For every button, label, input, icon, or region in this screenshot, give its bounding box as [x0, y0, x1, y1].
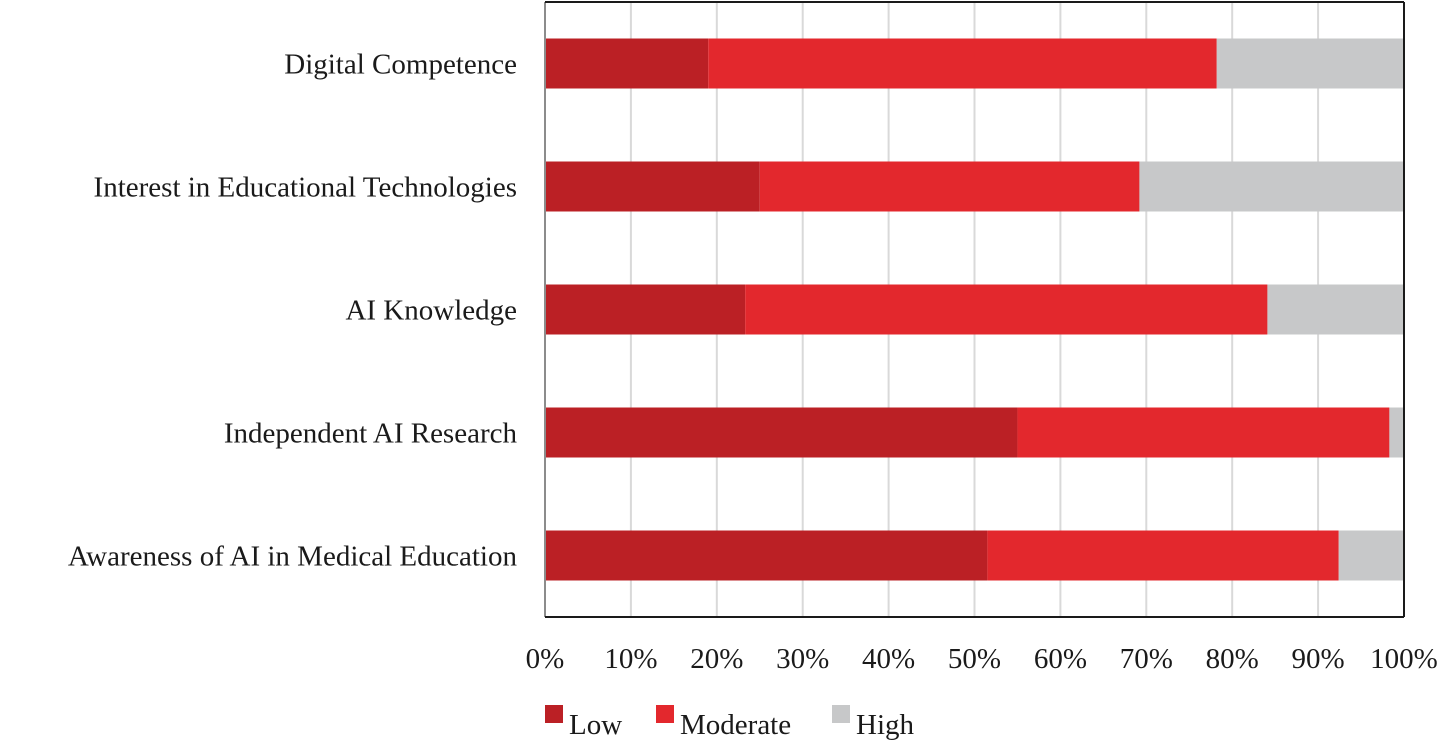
x-tick-label: 10% [604, 643, 657, 675]
x-tick-label: 30% [776, 643, 829, 675]
x-tick-label: 100% [1370, 643, 1438, 675]
bar-segment-low [545, 284, 746, 335]
category-label: Interest in Educational Technologies [94, 172, 517, 204]
bar-segment-high [1389, 407, 1404, 458]
bar-segment-moderate [745, 284, 1268, 335]
x-tick-label: 40% [862, 643, 915, 675]
x-tick-label: 20% [690, 643, 743, 675]
bars [545, 38, 1404, 581]
x-tick-label: 60% [1034, 643, 1087, 675]
category-labels: Digital Competence Interest in Educationa… [68, 49, 518, 573]
bar-segment-moderate [708, 38, 1217, 89]
bar-segment-moderate [987, 530, 1339, 581]
legend-label-moderate: Moderate [680, 709, 791, 741]
legend-label-high: High [856, 709, 915, 741]
bar-segment-high [1216, 38, 1404, 89]
x-tick-label: 70% [1120, 643, 1173, 675]
bar-segment-high [1139, 161, 1404, 212]
bar-segment-low [545, 161, 760, 212]
x-tick-labels: 0% 10% 20% 30% 40% 50% 60% 70% 80% 90% 100% [526, 643, 1438, 675]
axes [544, 1, 1405, 618]
bar-segment-moderate [759, 161, 1140, 212]
legend-label-low: Low [569, 709, 622, 741]
bar-segment-low [545, 38, 709, 89]
x-tick-label: 50% [948, 643, 1001, 675]
legend-swatch-high [832, 705, 850, 723]
legend: Low Moderate High [545, 705, 915, 741]
category-label: Awareness of AI in Medical Education [68, 541, 518, 573]
bar-segment-high [1338, 530, 1404, 581]
legend-swatch-moderate [656, 705, 674, 723]
bar-segment-low [545, 530, 988, 581]
category-label: Digital Competence [284, 49, 517, 81]
legend-swatch-low [545, 705, 563, 723]
bar-segment-low [545, 407, 1018, 458]
bar-segment-high [1267, 284, 1404, 335]
x-tick-label: 0% [526, 643, 565, 675]
x-tick-label: 80% [1206, 643, 1259, 675]
x-tick-label: 90% [1292, 643, 1345, 675]
bar-segment-moderate [1017, 407, 1390, 458]
category-label: AI Knowledge [345, 295, 517, 327]
category-label: Independent AI Research [224, 418, 518, 450]
